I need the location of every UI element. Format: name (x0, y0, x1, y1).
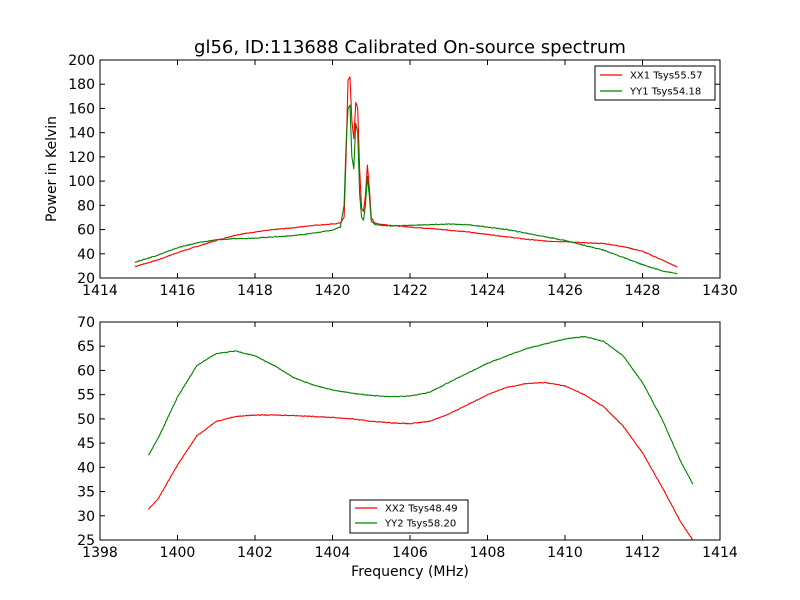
bottom-x-tick-label: 1406 (392, 545, 428, 561)
bottom-x-tick-label: 1404 (315, 545, 351, 561)
bottom-x-tick-label: 1400 (160, 545, 196, 561)
bottom-y-tick-label: 60 (77, 363, 95, 379)
top-series-line-xx1 (134, 76, 678, 268)
top-y-tick-label: 200 (68, 53, 95, 69)
bottom-x-axis: 1398 1400 1402 1404 1406 1408 1410 1412 1414 (82, 322, 738, 561)
top-x-tick-label: 1430 (702, 283, 738, 299)
bottom-x-tick-label: 1412 (625, 545, 661, 561)
bottom-x-tick-label: 1398 (82, 545, 118, 561)
bottom-y-tick-label: 30 (77, 509, 95, 525)
top-x-tick-label: 1426 (547, 283, 583, 299)
bottom-y-tick-label: 55 (77, 388, 95, 404)
top-x-tick-label: 1422 (392, 283, 428, 299)
bottom-x-tick-label: 1414 (702, 545, 738, 561)
top-legend-box (594, 65, 716, 101)
top-x-tick-label: 1428 (625, 283, 661, 299)
top-y-tick-label: 60 (77, 223, 95, 239)
bottom-x-tick-label: 1402 (237, 545, 273, 561)
bottom-legend-box (349, 499, 469, 534)
top-x-tick-label: 1418 (237, 283, 273, 299)
top-x-tick-label: 1416 (160, 283, 196, 299)
top-y-tick-label: 80 (77, 198, 95, 214)
bottom-legend: XX2 Tsys48.49 YY2 Tsys58.20 (349, 499, 469, 534)
bottom-y-tick-label: 50 (77, 412, 95, 428)
legend-label-yy2: YY2 Tsys58.20 (384, 519, 456, 530)
top-y-tick-label: 160 (68, 101, 95, 117)
top-legend: XX1 Tsys55.57 YY1 Tsys54.18 (594, 65, 716, 101)
legend-label-yy1: YY1 Tsys54.18 (629, 87, 701, 98)
top-y-tick-label: 140 (68, 126, 95, 142)
bottom-y-tick-label: 70 (77, 315, 95, 331)
bottom-y-tick-label: 45 (77, 436, 95, 452)
bottom-x-axis-label: Frequency (MHz) (351, 564, 469, 580)
top-y-axis-label: Power in Kelvin (44, 116, 60, 222)
top-x-tick-label: 1414 (82, 283, 118, 299)
legend-label-xx2: XX2 Tsys48.49 (385, 504, 458, 515)
bottom-y-tick-label: 65 (77, 339, 95, 355)
top-plot: 1414 1416 1418 1420 1422 1424 1426 1428 1430 20 4… (44, 53, 738, 299)
top-x-tick-label: 1424 (470, 283, 506, 299)
bottom-series-line-yy2 (147, 335, 694, 485)
top-y-tick-label: 120 (68, 150, 95, 166)
top-y-tick-label: 40 (77, 247, 95, 263)
top-series-group (134, 76, 678, 275)
chart-title: gl56, ID:113688 Calibrated On-source spe… (194, 37, 626, 58)
top-y-tick-label: 180 (68, 77, 95, 93)
legend-label-xx1: XX1 Tsys55.57 (630, 71, 703, 82)
top-y-tick-label: 100 (68, 174, 95, 190)
bottom-x-tick-label: 1410 (547, 545, 583, 561)
bottom-series-group (147, 335, 694, 540)
top-x-tick-label: 1420 (315, 283, 351, 299)
bottom-plot: 1398 1400 1402 1404 1406 1408 1410 1412 1414 25 3… (77, 315, 738, 580)
bottom-series-line-xx2 (148, 381, 694, 540)
bottom-y-tick-label: 40 (77, 460, 95, 476)
bottom-y-axis: 25 30 35 40 45 50 55 60 65 70 (77, 315, 720, 549)
bottom-y-tick-label: 35 (77, 485, 95, 501)
top-y-tick-label: 20 (77, 271, 95, 287)
top-x-axis: 1414 1416 1418 1420 1422 1424 1426 1428 1430 (82, 60, 738, 299)
top-y-axis: 20 40 60 80 100 120 140 160 180 200 (68, 53, 720, 287)
top-series-line-yy1 (134, 104, 678, 275)
bottom-y-tick-label: 25 (77, 533, 95, 549)
bottom-x-tick-label: 1408 (470, 545, 506, 561)
